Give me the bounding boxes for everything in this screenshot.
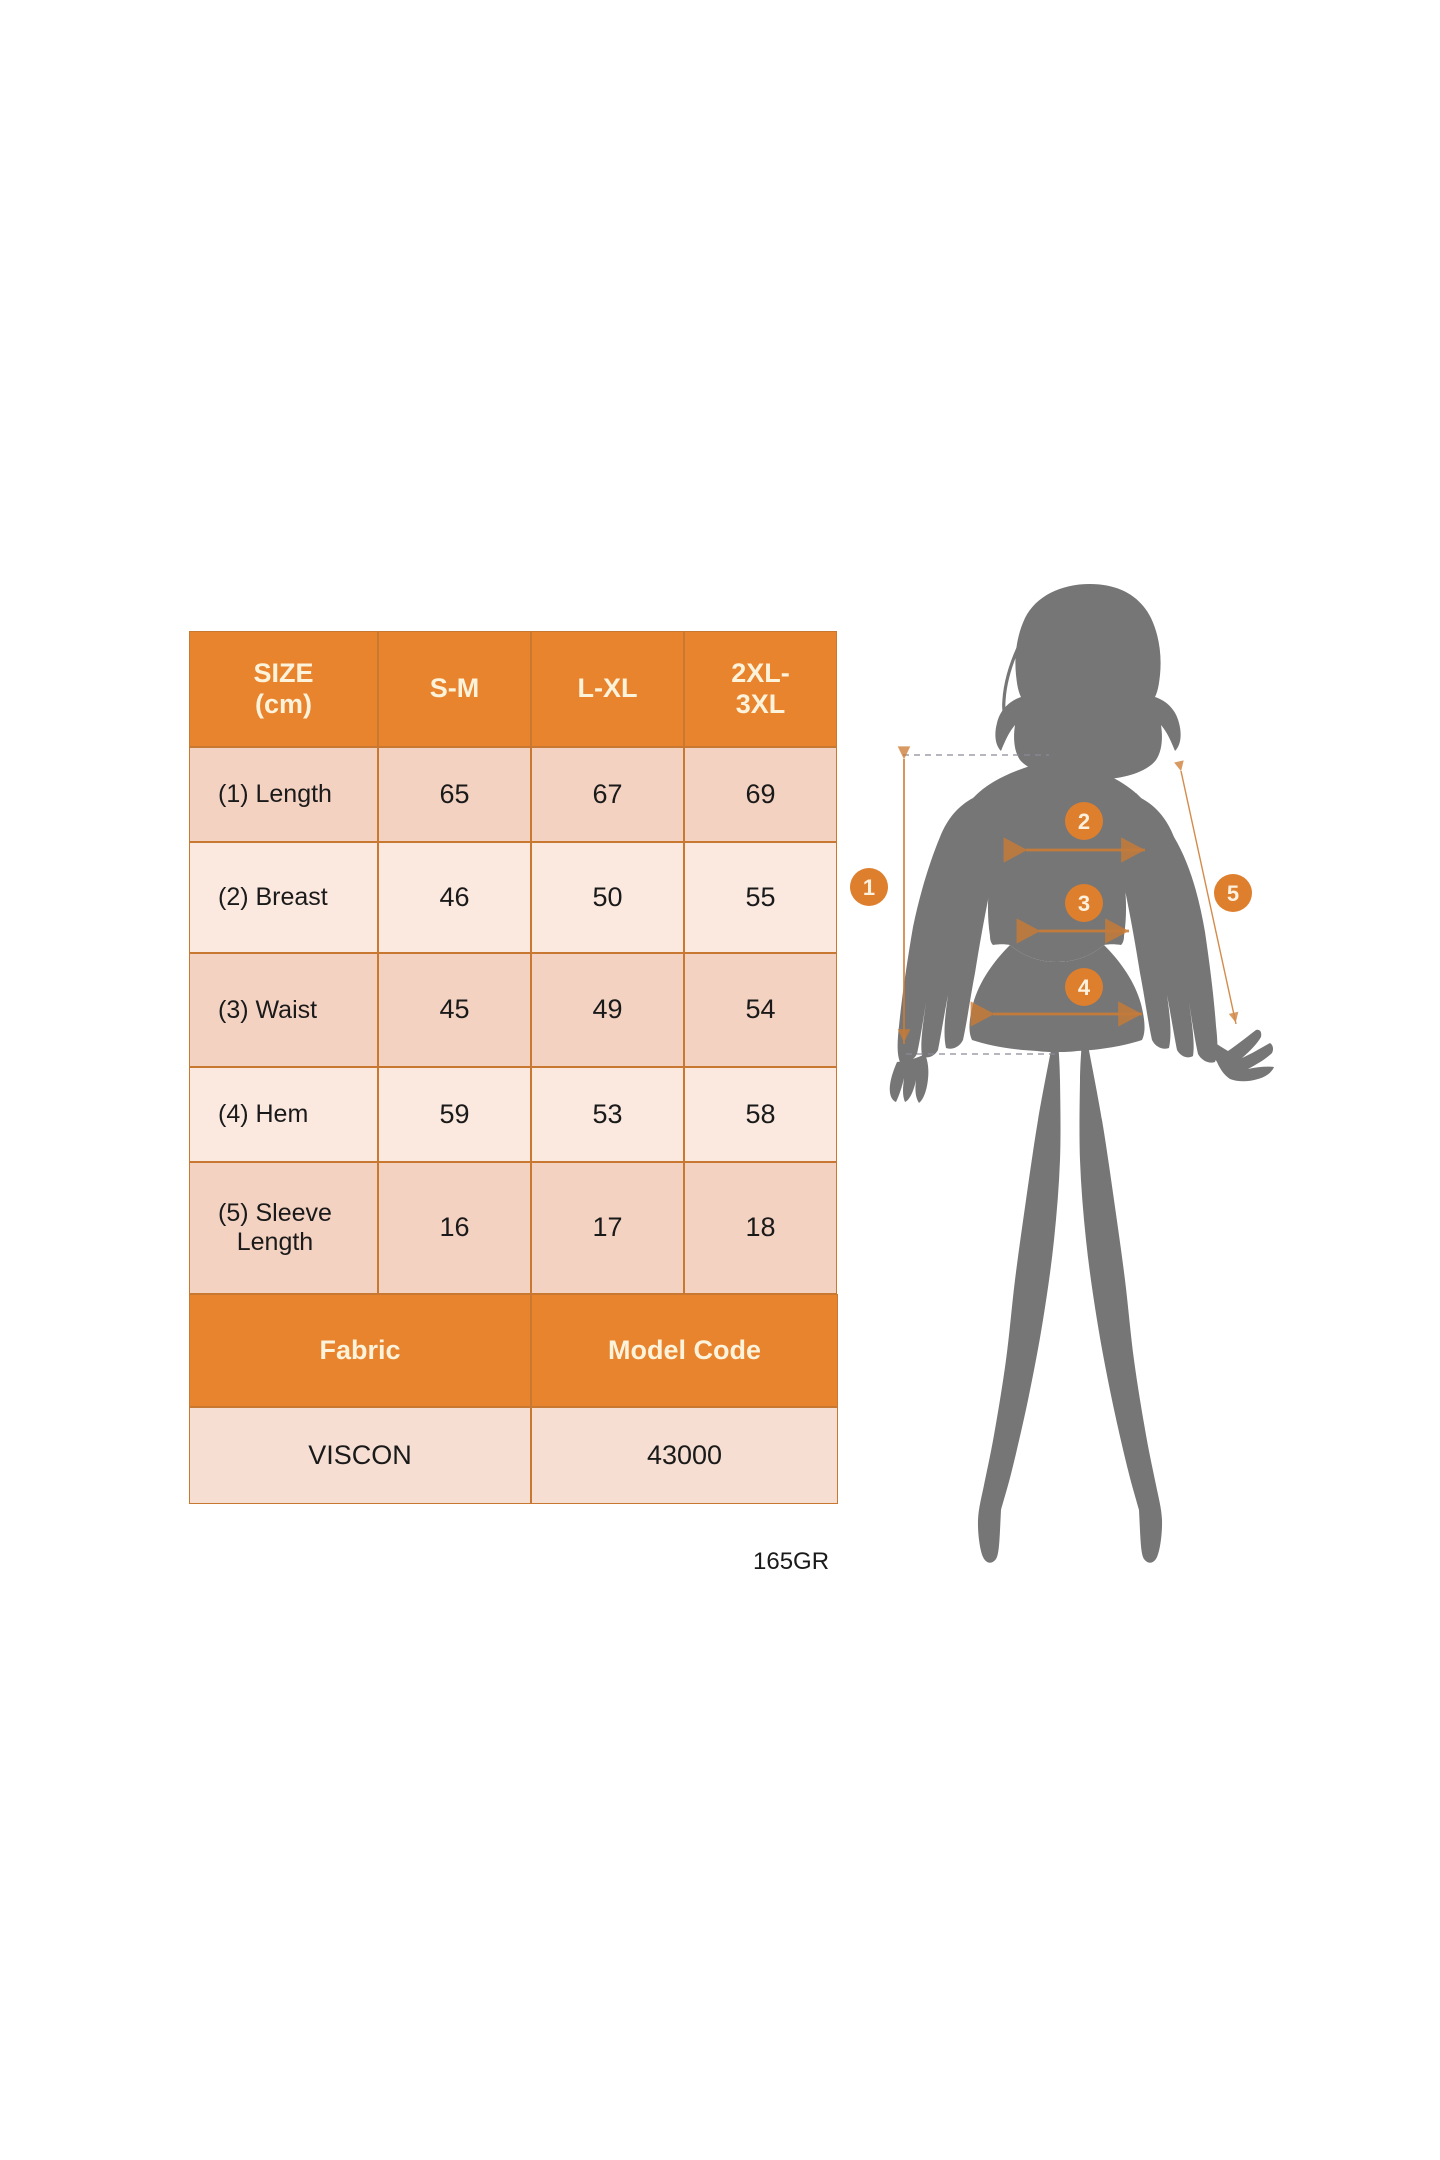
svg-text:3: 3	[1078, 891, 1090, 916]
svg-text:2: 2	[1078, 809, 1090, 834]
svg-text:1: 1	[863, 875, 875, 900]
svg-text:5: 5	[1227, 881, 1239, 906]
svg-text:4: 4	[1078, 975, 1091, 1000]
